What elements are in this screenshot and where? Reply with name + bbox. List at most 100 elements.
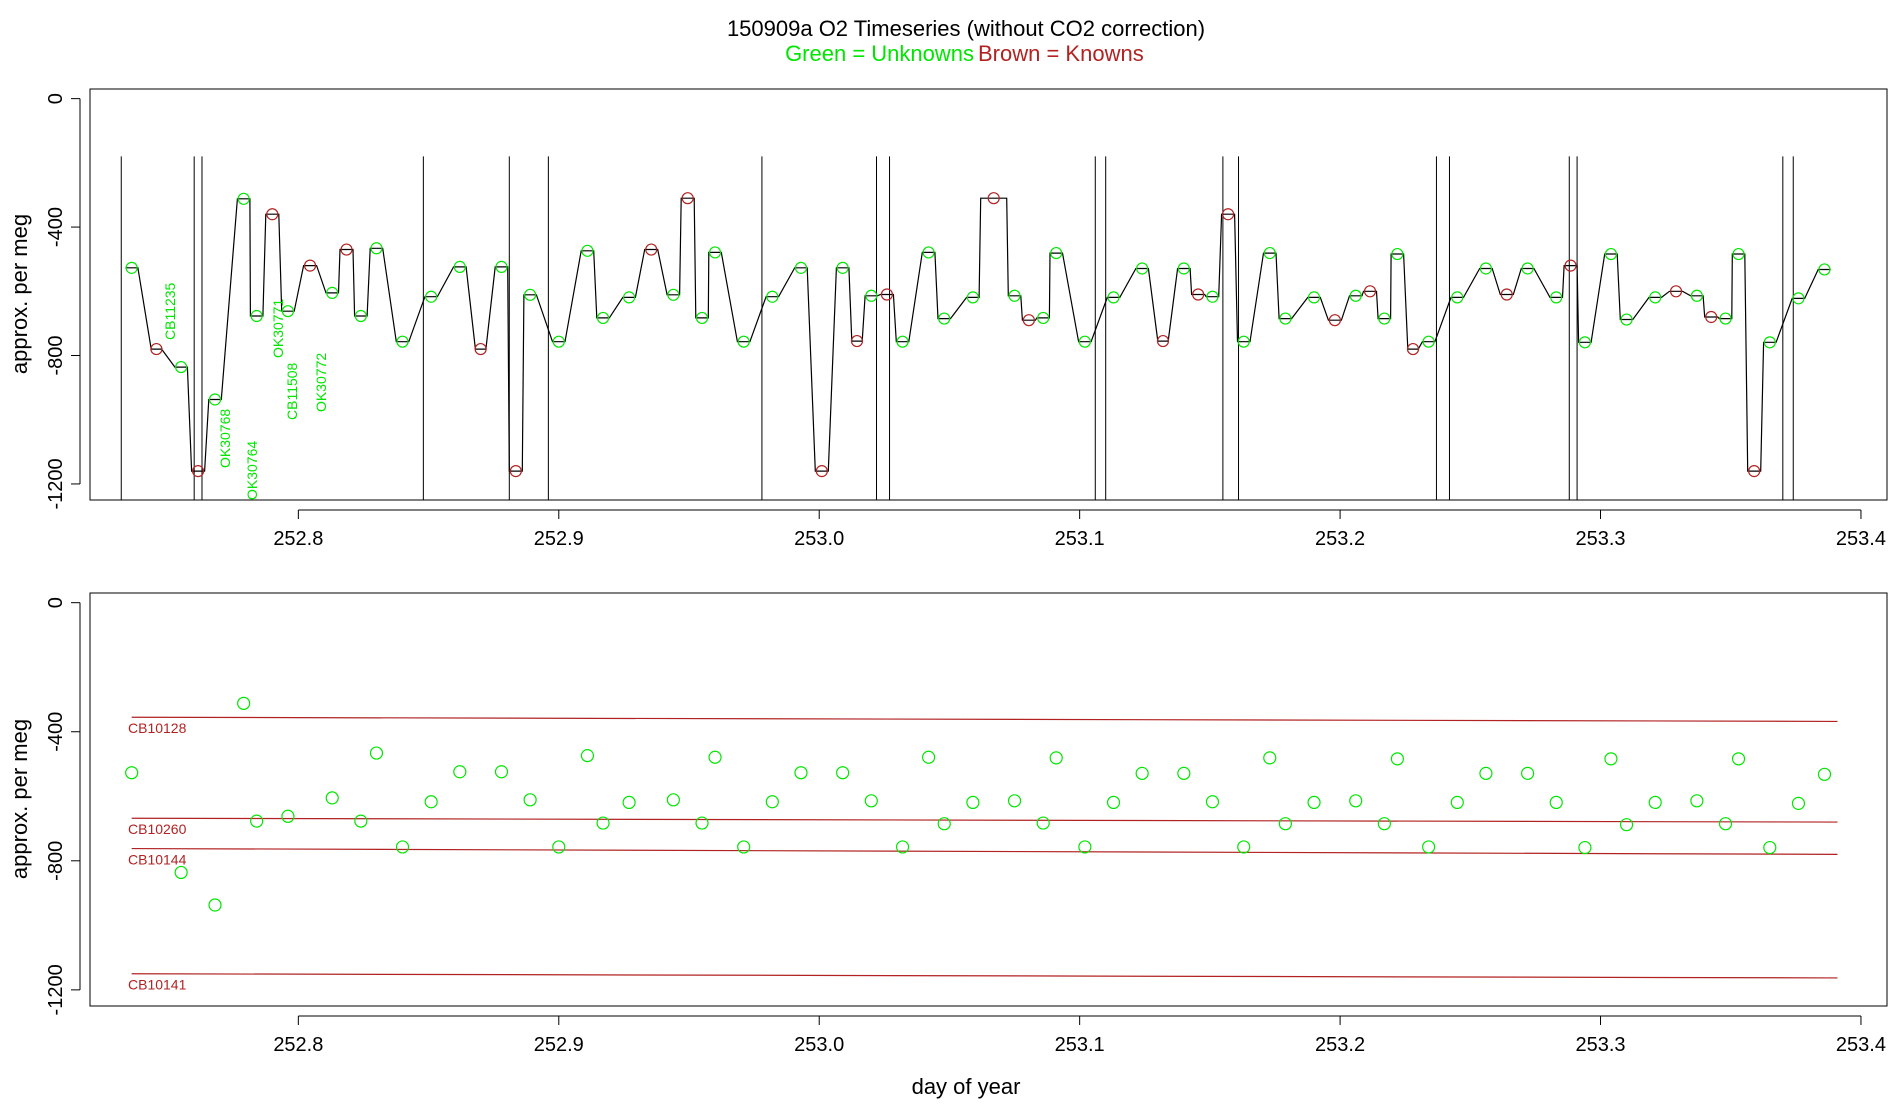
unknown-marker bbox=[237, 192, 250, 205]
unknown-point bbox=[1177, 766, 1191, 780]
unknown-point bbox=[1604, 752, 1618, 766]
top-panel: approx. per meg 0 -400 -800 -1200 252.8 252.9… bbox=[7, 88, 1888, 550]
unknown-marker bbox=[1732, 247, 1745, 261]
unknown-point bbox=[1422, 840, 1436, 854]
unknown-marker bbox=[1521, 262, 1534, 275]
unknown-marker bbox=[1037, 311, 1050, 325]
unknown-point bbox=[1578, 840, 1592, 855]
unknown-marker bbox=[966, 291, 979, 304]
annotation-ok30768: OK30768 bbox=[217, 409, 233, 468]
unknown-point bbox=[580, 749, 595, 763]
unknown-marker bbox=[396, 335, 409, 348]
unknown-point bbox=[1205, 795, 1220, 809]
reference-line-cb10144 bbox=[131, 847, 1838, 855]
unknown-marker bbox=[865, 289, 878, 302]
unknown-point bbox=[1690, 794, 1704, 808]
unknown-point bbox=[737, 840, 751, 854]
unknown-point bbox=[1135, 766, 1149, 780]
reference-line-cb10141 bbox=[131, 973, 1838, 979]
known-marker bbox=[1328, 314, 1341, 327]
top-known-markers bbox=[150, 192, 1761, 478]
unknown-marker bbox=[1307, 291, 1321, 304]
annotation-ok30771: OK30771 bbox=[270, 299, 286, 358]
known-marker bbox=[509, 465, 522, 478]
unknown-point bbox=[864, 794, 878, 808]
unknown-point bbox=[1817, 767, 1832, 781]
reference-label-cb10260: CB10260 bbox=[128, 821, 187, 837]
unknown-point bbox=[494, 765, 509, 779]
unknown-point bbox=[1648, 795, 1662, 810]
unknown-marker bbox=[581, 244, 594, 257]
known-marker bbox=[150, 342, 163, 356]
unknown-point bbox=[424, 795, 438, 809]
unknown-point bbox=[174, 865, 188, 880]
known-marker bbox=[303, 259, 317, 272]
top-annotations: CB11235 OK30768 OK30764 OK30771 CB11508 … bbox=[162, 282, 329, 500]
unknown-marker bbox=[1050, 246, 1063, 260]
unknown-point bbox=[1450, 795, 1464, 810]
unknown-marker bbox=[354, 309, 367, 323]
known-marker bbox=[645, 243, 658, 256]
unknown-marker bbox=[281, 305, 295, 318]
unknown-point bbox=[523, 793, 537, 807]
known-marker bbox=[880, 288, 894, 301]
unknown-point bbox=[237, 696, 251, 710]
unknown-point bbox=[250, 814, 264, 828]
unknown-marker bbox=[1422, 335, 1435, 348]
unknown-marker bbox=[1107, 291, 1120, 304]
bottom-unknown-markers bbox=[125, 696, 1832, 912]
unknown-marker bbox=[695, 311, 709, 325]
unknown-marker bbox=[208, 393, 222, 406]
known-marker bbox=[1363, 285, 1377, 298]
annotation-cb11235: CB11235 bbox=[162, 282, 178, 340]
unknown-point bbox=[1718, 817, 1733, 831]
bottom-x-tick-label: 253.0 bbox=[794, 1034, 844, 1056]
unknown-marker bbox=[1818, 263, 1831, 276]
unknown-marker bbox=[622, 291, 636, 304]
annotation-ok30772: OK30772 bbox=[313, 353, 329, 412]
reference-label-cb10141: CB10141 bbox=[128, 977, 187, 993]
bottom-x-tick-label: 252.8 bbox=[273, 1034, 323, 1056]
unknown-marker bbox=[1451, 291, 1464, 304]
unknown-point bbox=[1263, 751, 1277, 765]
top-x-tick-label: 253.4 bbox=[1836, 528, 1886, 550]
unknown-marker bbox=[1349, 289, 1362, 302]
top-y-tick-label: -400 bbox=[45, 207, 67, 247]
unknown-point bbox=[1731, 752, 1746, 766]
unknown-point bbox=[596, 816, 610, 830]
top-x-tick-label: 253.3 bbox=[1575, 528, 1625, 550]
unknown-marker bbox=[1263, 246, 1276, 260]
unknown-point bbox=[966, 795, 980, 810]
known-marker bbox=[1564, 259, 1577, 272]
unknown-point bbox=[208, 898, 222, 912]
top-x-tick-label: 253.1 bbox=[1055, 528, 1105, 550]
unknown-marker bbox=[1763, 336, 1776, 349]
unknown-point bbox=[1390, 752, 1404, 766]
unknown-point bbox=[1049, 751, 1063, 765]
bottom-x-tick-label: 253.3 bbox=[1575, 1034, 1625, 1056]
bottom-x-tick-label: 252.9 bbox=[534, 1034, 584, 1056]
top-x-tick-label: 253.2 bbox=[1315, 528, 1365, 550]
unknown-marker bbox=[794, 261, 808, 274]
unknown-marker bbox=[1690, 289, 1703, 302]
unknown-point bbox=[1036, 816, 1050, 830]
unknown-marker bbox=[1008, 289, 1021, 302]
unknown-point bbox=[836, 766, 850, 780]
unknown-marker bbox=[896, 335, 909, 348]
known-marker bbox=[1669, 285, 1683, 298]
unknown-marker bbox=[737, 335, 750, 348]
unknown-marker bbox=[1136, 262, 1149, 275]
unknown-marker bbox=[708, 246, 722, 259]
unknown-marker bbox=[1719, 312, 1732, 325]
top-unknown-markers bbox=[125, 192, 1831, 406]
known-marker bbox=[1406, 342, 1420, 356]
bottom-x-axis-label: day of year bbox=[912, 1074, 1021, 1099]
unknown-marker bbox=[250, 309, 263, 323]
known-marker bbox=[850, 334, 864, 348]
unknown-marker bbox=[1378, 312, 1391, 325]
known-marker bbox=[1500, 288, 1513, 301]
unknown-marker bbox=[596, 311, 610, 325]
unknown-marker bbox=[1177, 262, 1190, 275]
top-trace-line bbox=[125, 197, 1831, 472]
known-marker bbox=[681, 192, 694, 205]
